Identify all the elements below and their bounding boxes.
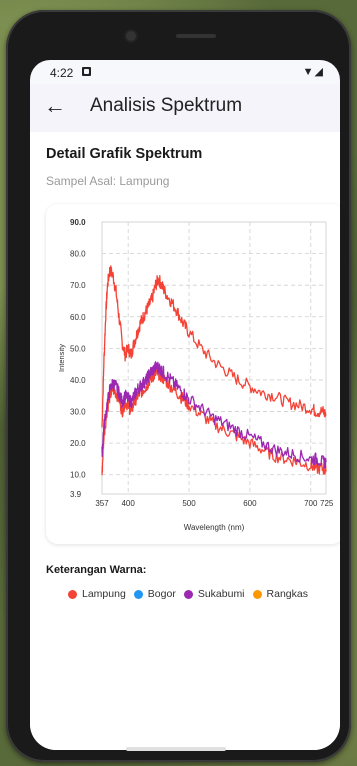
y-tick-label: 60.0 [70, 313, 86, 322]
section-heading: Detail Grafik Spektrum [46, 146, 203, 162]
phone-frame: 4:22 ▼◢ ← Analisis Spektrum Detail Grafi… [6, 10, 351, 762]
sample-origin: Sampel Asal: Lampung [46, 174, 170, 188]
x-tick-label: 725 [320, 499, 334, 508]
x-axis-title: Wavelength (nm) [184, 523, 245, 532]
y-tick-label: 90.0 [70, 218, 86, 227]
notification-icon [82, 67, 91, 76]
legend-item-bogor: Bogor [133, 588, 176, 600]
front-camera [126, 31, 136, 41]
legend-label: Bogor [147, 588, 176, 600]
legend-label: Rangkas [266, 588, 308, 600]
x-tick-label: 700 [304, 499, 318, 508]
home-indicator[interactable] [126, 747, 226, 751]
y-tick-label: 50.0 [70, 344, 86, 353]
signal-icons: ▼◢ [302, 66, 324, 78]
legend: Lampung Bogor Sukabumi Rangkas [68, 586, 316, 602]
status-bar: 4:22 ▼◢ [30, 60, 340, 84]
spectrum-chart: 90.0 80.0 70.0 60.0 50.0 40.0 30.0 20.0 10.0 3.9 3… [57, 218, 334, 532]
legend-item-lampung: Lampung [68, 588, 126, 600]
x-tick-label: 500 [182, 499, 196, 508]
legend-color-dot [183, 589, 193, 599]
chart-card: 90.0 80.0 70.0 60.0 50.0 40.0 30.0 20.0 10.0 3.9 3… [46, 204, 340, 544]
legend-item-sukabumi: Sukabumi [183, 588, 245, 600]
y-tick-label: 3.9 [70, 490, 82, 499]
plot-frame [101, 221, 327, 495]
y-tick-label: 80.0 [70, 250, 86, 259]
series-line-lampung [101, 265, 327, 428]
x-tick-label: 600 [243, 499, 257, 508]
legend-label: Sukabumi [197, 588, 245, 600]
legend-label: Lampung [82, 588, 126, 600]
x-tick-label: 357 [95, 499, 109, 508]
legend-title: Keterangan Warna: [46, 564, 147, 576]
y-tick-label: 40.0 [70, 376, 86, 385]
y-axis-title: Intensity [57, 344, 66, 372]
content: Detail Grafik Spektrum Sampel Asal: Lamp… [30, 132, 340, 750]
speaker-grille [176, 34, 216, 38]
y-tick-label: 20.0 [70, 439, 86, 448]
status-time: 4:22 [50, 66, 74, 80]
legend-item-rangkas: Rangkas [252, 588, 308, 600]
page-title: Analisis Spektrum [90, 95, 243, 116]
legend-color-dot [133, 589, 143, 599]
series-line-sukabumi [101, 361, 327, 469]
y-tick-label: 70.0 [70, 281, 86, 290]
legend-color-dot [252, 589, 262, 599]
y-tick-label: 10.0 [70, 471, 86, 480]
camera-bar [126, 28, 226, 44]
screen: 4:22 ▼◢ ← Analisis Spektrum Detail Grafi… [30, 60, 340, 750]
legend-color-dot [68, 589, 77, 599]
x-tick-label: 400 [121, 499, 135, 508]
back-arrow-icon[interactable]: ← [44, 93, 66, 118]
app-bar: ← Analisis Spektrum [30, 84, 340, 132]
y-tick-label: 30.0 [70, 408, 86, 417]
